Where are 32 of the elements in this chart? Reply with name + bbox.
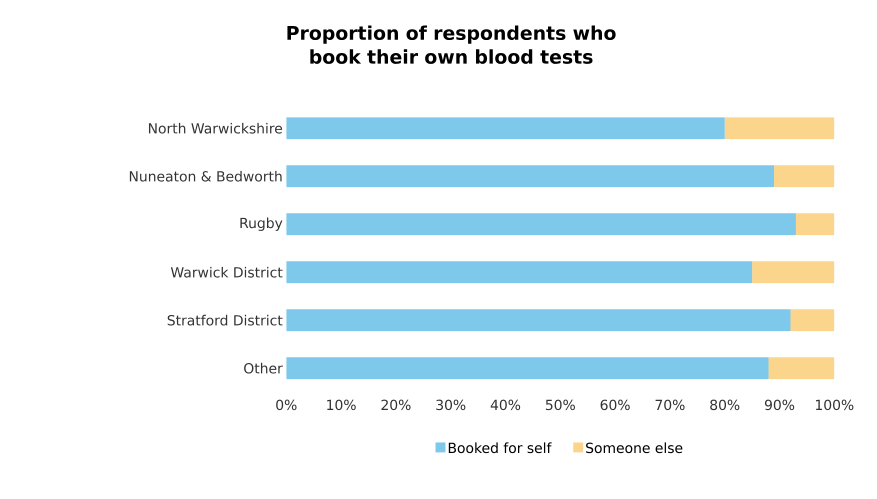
- bar: [796, 213, 834, 235]
- y-tick-label: Nuneaton & Bedworth: [130, 170, 282, 182]
- x-tick-label: 30%: [436, 399, 466, 410]
- x-tick-label: 10%: [327, 399, 356, 410]
- bar: [768, 357, 834, 379]
- bar: [790, 309, 834, 331]
- x-tick-label: 40%: [490, 399, 520, 410]
- legend-label: Someone else: [586, 442, 682, 453]
- x-tick-label: 0%: [276, 399, 297, 410]
- x-tick-label: 100%: [816, 399, 854, 410]
- y-tick-label: North Warwickshire: [148, 122, 282, 134]
- legend-label: Booked for self: [448, 442, 552, 453]
- bar: [286, 213, 796, 235]
- bar: [774, 165, 834, 187]
- y-tick-label: Warwick District: [170, 266, 282, 278]
- x-tick-label: 90%: [764, 399, 794, 410]
- x-tick-label: 80%: [710, 399, 740, 410]
- bar: [286, 117, 725, 139]
- x-tick-label: 20%: [381, 399, 411, 410]
- y-tick-label: Other: [244, 362, 283, 374]
- bar: [286, 357, 769, 379]
- bar: [724, 117, 834, 139]
- x-tick-label: 70%: [656, 399, 685, 410]
- bar: [286, 165, 774, 187]
- chart-title: Proportion of respondents who book their own blood tests: [287, 25, 616, 64]
- x-tick-label: 50%: [546, 399, 575, 410]
- bar: [752, 261, 834, 283]
- y-tick-label: Stratford District: [168, 314, 282, 326]
- bar: [286, 261, 752, 283]
- x-tick-label: 60%: [600, 399, 630, 410]
- y-tick-label: Rugby: [240, 217, 282, 231]
- bar: [286, 309, 790, 331]
